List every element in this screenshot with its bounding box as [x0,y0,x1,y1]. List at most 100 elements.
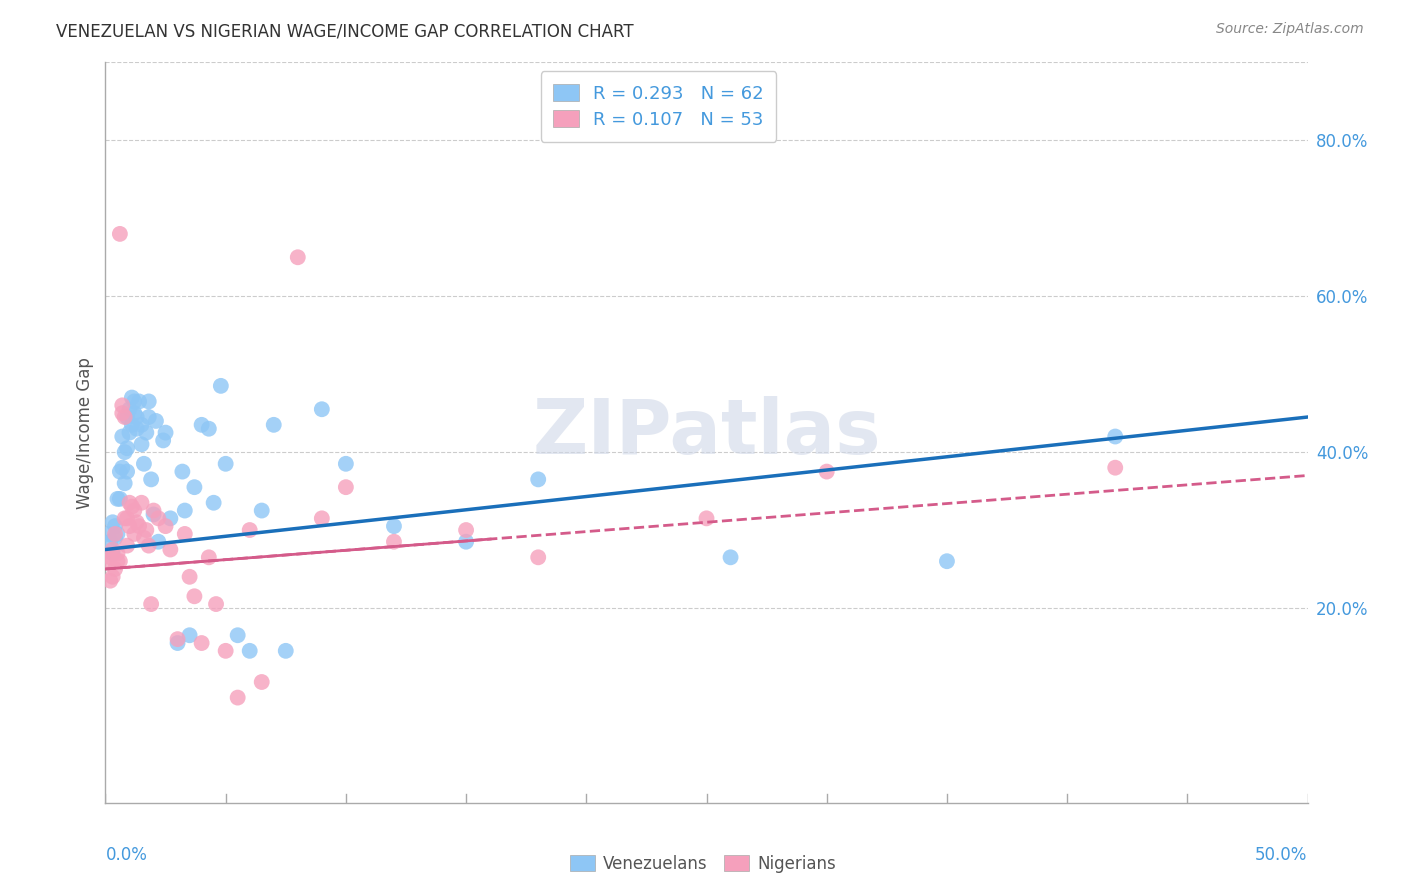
Point [148,534,170,549]
Point [720,550,742,565]
Y-axis label: Wage/Income Gap: Wage/Income Gap [76,357,94,508]
Point [179,570,201,584]
Legend: Venezuelans, Nigerians: Venezuelans, Nigerians [562,848,844,880]
Point [98,550,121,565]
Text: 0.0%: 0.0% [105,846,148,863]
Point [108,554,131,568]
Text: VENEZUELAN VS NIGERIAN WAGE/INCOME GAP CORRELATION CHART: VENEZUELAN VS NIGERIAN WAGE/INCOME GAP C… [56,22,634,40]
Point [135,523,157,537]
Point [101,570,124,584]
Point [125,410,148,425]
Point [250,503,273,517]
Point [114,445,136,459]
Point [118,496,141,510]
Point [101,515,124,529]
Point [205,597,228,611]
Point [97,527,120,541]
Point [104,519,127,533]
Point [111,460,134,475]
Point [936,554,959,568]
Point [214,457,236,471]
Point [166,632,188,647]
Point [173,527,195,541]
Point [148,511,170,525]
Point [124,503,146,517]
Point [696,511,718,525]
Point [111,406,134,420]
Point [155,425,177,440]
Point [107,491,129,506]
Point [101,542,124,557]
Point [209,379,232,393]
Point [1104,429,1126,443]
Point [311,402,333,417]
Point [159,542,181,557]
Point [104,531,127,545]
Point [104,527,127,541]
Point [124,406,146,420]
Point [138,539,160,553]
Point [335,480,357,494]
Point [135,425,157,440]
Point [118,402,141,417]
Point [172,465,194,479]
Point [97,554,120,568]
Point [183,480,205,494]
Point [155,519,177,533]
Point [108,491,131,506]
Point [274,644,297,658]
Point [128,519,150,533]
Point [527,472,550,486]
Point [226,628,249,642]
Point [125,422,148,436]
Point [104,562,127,576]
Point [250,675,273,690]
Point [115,410,138,425]
Point [108,227,131,241]
Point [183,589,205,603]
Point [98,534,121,549]
Point [108,465,131,479]
Point [98,574,121,588]
Point [214,644,236,658]
Point [114,476,136,491]
Point [142,508,165,522]
Point [190,636,212,650]
Point [114,511,136,525]
Point [173,503,195,517]
Point [179,628,201,642]
Point [132,457,155,471]
Point [139,597,162,611]
Point [1104,460,1126,475]
Point [382,534,405,549]
Text: 50.0%: 50.0% [1256,846,1308,863]
Point [226,690,249,705]
Point [454,534,477,549]
Point [101,546,124,560]
Point [111,429,134,443]
Point [131,417,153,432]
Point [118,519,141,533]
Point [121,417,143,432]
Text: Source: ZipAtlas.com: Source: ZipAtlas.com [1216,22,1364,37]
Point [145,414,167,428]
Point [131,437,153,451]
Point [454,523,477,537]
Point [198,550,221,565]
Point [115,539,138,553]
Text: ZIPatlas: ZIPatlas [533,396,880,469]
Point [311,511,333,525]
Point [239,523,262,537]
Point [527,550,550,565]
Point [115,511,138,525]
Point [107,554,129,568]
Point [115,441,138,455]
Point [159,511,181,525]
Point [142,503,165,517]
Point [107,546,129,560]
Point [125,515,148,529]
Point [124,394,146,409]
Point [152,434,174,448]
Point [138,410,160,425]
Point [166,636,188,650]
